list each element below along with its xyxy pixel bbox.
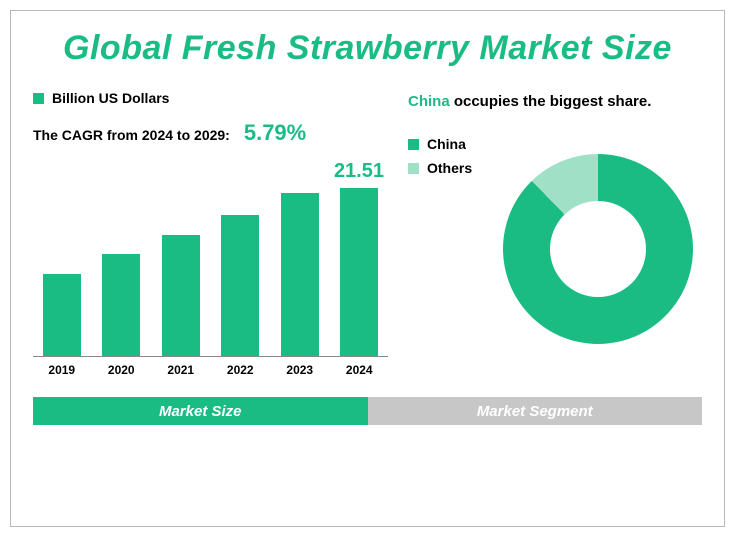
footer-market-size: Market Size: [33, 397, 368, 425]
legend-swatch: [408, 163, 419, 174]
bar: [43, 274, 81, 356]
unit-legend: Billion US Dollars: [33, 90, 388, 106]
bar-chart-xaxis: 2019 2020 2021 2022 2023 2024: [33, 357, 388, 377]
bar: [162, 235, 200, 356]
legend-swatch: [408, 139, 419, 150]
panels: Billion US Dollars The CAGR from 2024 to…: [33, 90, 702, 377]
donut-wrap: [408, 154, 693, 344]
bar: [340, 188, 378, 356]
footer-bars: Market Size Market Segment: [33, 397, 702, 425]
bar-xlabel: 2024: [337, 363, 383, 377]
bar-xlabel: 2022: [218, 363, 264, 377]
bar: [281, 193, 319, 356]
chart-frame: Global Fresh Strawberry Market Size Bill…: [10, 10, 725, 527]
share-text: China occupies the biggest share.: [408, 90, 693, 114]
donut-legend-item: China: [408, 136, 693, 152]
bar-col: [218, 215, 264, 356]
donut-hole: [550, 201, 646, 297]
market-segment-panel: China occupies the biggest share. China O…: [408, 90, 693, 377]
share-highlight: China: [408, 93, 450, 110]
donut-chart: [503, 154, 693, 344]
bar-chart: [33, 185, 388, 357]
bar: [102, 254, 140, 356]
bar-col: [337, 188, 383, 356]
bar-xlabel: 2021: [158, 363, 204, 377]
legend-label: China: [427, 136, 466, 152]
bar-xlabel: 2019: [39, 363, 85, 377]
cagr-row: The CAGR from 2024 to 2029: 5.79%: [33, 120, 388, 146]
bar-callout: 21.51: [33, 160, 388, 183]
cagr-value: 5.79%: [244, 120, 306, 146]
cagr-label: The CAGR from 2024 to 2029:: [33, 127, 230, 143]
bar-xlabel: 2023: [277, 363, 323, 377]
unit-legend-label: Billion US Dollars: [52, 90, 169, 106]
page-title: Global Fresh Strawberry Market Size: [33, 29, 702, 68]
bar-xlabel: 2020: [99, 363, 145, 377]
bar-col: [99, 254, 145, 356]
bar-col: [39, 274, 85, 356]
footer-market-segment: Market Segment: [368, 397, 703, 425]
bar-col: [158, 235, 204, 356]
market-size-panel: Billion US Dollars The CAGR from 2024 to…: [33, 90, 388, 377]
legend-label: Others: [427, 160, 472, 176]
bar-col: [277, 193, 323, 356]
share-rest: occupies the biggest share.: [450, 93, 652, 110]
bar: [221, 215, 259, 356]
unit-legend-swatch: [33, 93, 44, 104]
